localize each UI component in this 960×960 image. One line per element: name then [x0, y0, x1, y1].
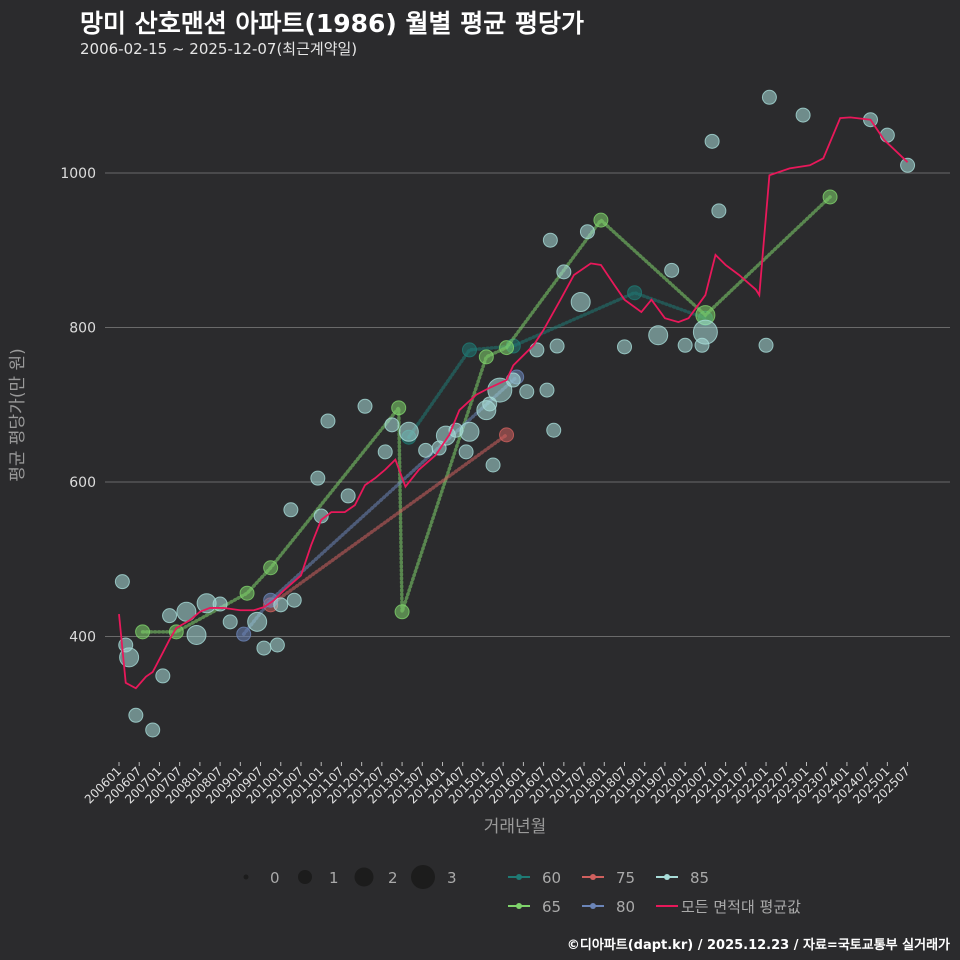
bubble-85 — [485, 457, 501, 473]
legend-dot-75 — [590, 874, 596, 880]
bubble-65 — [135, 624, 151, 640]
bubble-75 — [499, 427, 515, 443]
footer-credit: ©디아파트(dapt.kr) / 2025.12.23 / 자료=국토교통부 실… — [566, 938, 950, 953]
legend-label-75: 75 — [616, 869, 635, 887]
size-legend-circle — [243, 874, 249, 880]
legend-label-65: 65 — [542, 898, 561, 916]
bubble-85 — [677, 337, 693, 353]
bubble-85 — [556, 264, 572, 280]
legend-label-85: 85 — [690, 869, 709, 887]
bubble-85 — [418, 442, 434, 458]
legend-dot-80 — [590, 903, 596, 909]
y-tick-label: 800 — [69, 321, 96, 337]
y-tick-label: 400 — [69, 630, 96, 646]
bubble-85 — [617, 339, 632, 355]
size-legend-label: 2 — [388, 869, 398, 887]
bubble-85 — [114, 574, 130, 590]
series-line-60 — [407, 290, 708, 439]
y-tick-label: 1000 — [60, 166, 96, 182]
size-legend-circle — [411, 865, 435, 889]
bubble-85 — [256, 640, 272, 656]
bubble-85 — [542, 232, 558, 248]
bubble-85 — [222, 614, 238, 630]
bubble-85 — [529, 342, 545, 358]
bubble-85 — [795, 107, 811, 123]
bubble-85 — [247, 611, 268, 632]
bubble-85 — [761, 89, 777, 105]
bubble-85 — [570, 292, 591, 313]
bubble-85 — [162, 608, 178, 624]
y-axis-title: 평균 평당가(만 원) — [8, 348, 28, 482]
bubble-65 — [391, 400, 407, 416]
bubble-85 — [186, 624, 207, 645]
bubble-85 — [664, 262, 680, 278]
bubble-80 — [236, 626, 252, 642]
bubble-65 — [263, 560, 279, 576]
legend-label-60: 60 — [542, 869, 561, 887]
bubble-85 — [539, 382, 555, 398]
bubble-85 — [711, 203, 727, 219]
bubble-65 — [593, 212, 609, 228]
x-axis: 2006012006072007012007072008012008072009… — [82, 762, 913, 807]
bubble-85 — [546, 422, 562, 438]
bubble-85 — [879, 127, 895, 143]
bubble-85 — [384, 417, 400, 433]
grid: 400 600 800 1000 — [60, 166, 950, 646]
bubble-60 — [627, 285, 643, 301]
bubble-85 — [459, 421, 480, 442]
bubble-85 — [357, 398, 373, 414]
size-legend-circle — [298, 870, 312, 884]
bubble-65 — [478, 349, 494, 365]
bubble-85 — [692, 319, 718, 345]
bubble-85 — [704, 133, 720, 149]
bubble-85 — [398, 421, 419, 442]
legend-label-average: 모든 면적대 평균값 — [681, 898, 801, 916]
chart-subtitle: 2006-02-15 ~ 2025-12-07(최근계약일) — [80, 40, 358, 58]
chart-title: 망미 산호맨션 아파트(1986) 월별 평균 평당가 — [80, 9, 584, 38]
bubble-85 — [269, 637, 285, 653]
bubble-85 — [900, 157, 916, 173]
bubble-85 — [313, 508, 329, 524]
legend-dot-65 — [516, 903, 522, 909]
size-legend-label: 0 — [270, 869, 280, 887]
bubble-85 — [648, 325, 669, 346]
bubble-85 — [128, 707, 144, 723]
legend: 0 1 2 3 60 75 85 65 80 모든 면적대 평균값 — [243, 865, 801, 916]
bubble-65 — [394, 604, 410, 620]
bubble-85 — [283, 502, 299, 518]
legend-dot-60 — [516, 874, 522, 880]
marks — [114, 89, 916, 738]
bubble-85 — [310, 470, 326, 486]
legend-label-80: 80 — [616, 898, 635, 916]
bubble-65 — [239, 585, 255, 601]
bubble-85 — [155, 668, 171, 684]
bubble-85 — [579, 224, 595, 240]
bubble-60 — [461, 342, 477, 358]
bubble-85 — [377, 444, 393, 460]
size-legend-circle — [354, 867, 374, 887]
size-legend-label: 3 — [447, 869, 457, 887]
bubble-85 — [519, 384, 535, 400]
bubble-85 — [487, 377, 513, 403]
average-line — [118, 116, 909, 690]
y-tick-label: 600 — [69, 475, 96, 491]
bubble-85 — [145, 722, 161, 738]
bubble-85 — [340, 488, 356, 504]
bubble-85 — [458, 444, 474, 460]
bubble-65 — [822, 189, 838, 205]
bubble-85 — [320, 413, 336, 429]
bubble-85 — [758, 337, 774, 353]
series-line-75 — [268, 433, 509, 607]
bubble-65 — [499, 340, 515, 356]
bubble-85 — [273, 597, 289, 613]
x-axis-title: 거래년월 — [484, 817, 547, 837]
legend-dot-85 — [664, 874, 670, 880]
bubble-85 — [549, 338, 565, 354]
size-legend-label: 1 — [329, 869, 339, 887]
bubble-85 — [286, 592, 302, 608]
